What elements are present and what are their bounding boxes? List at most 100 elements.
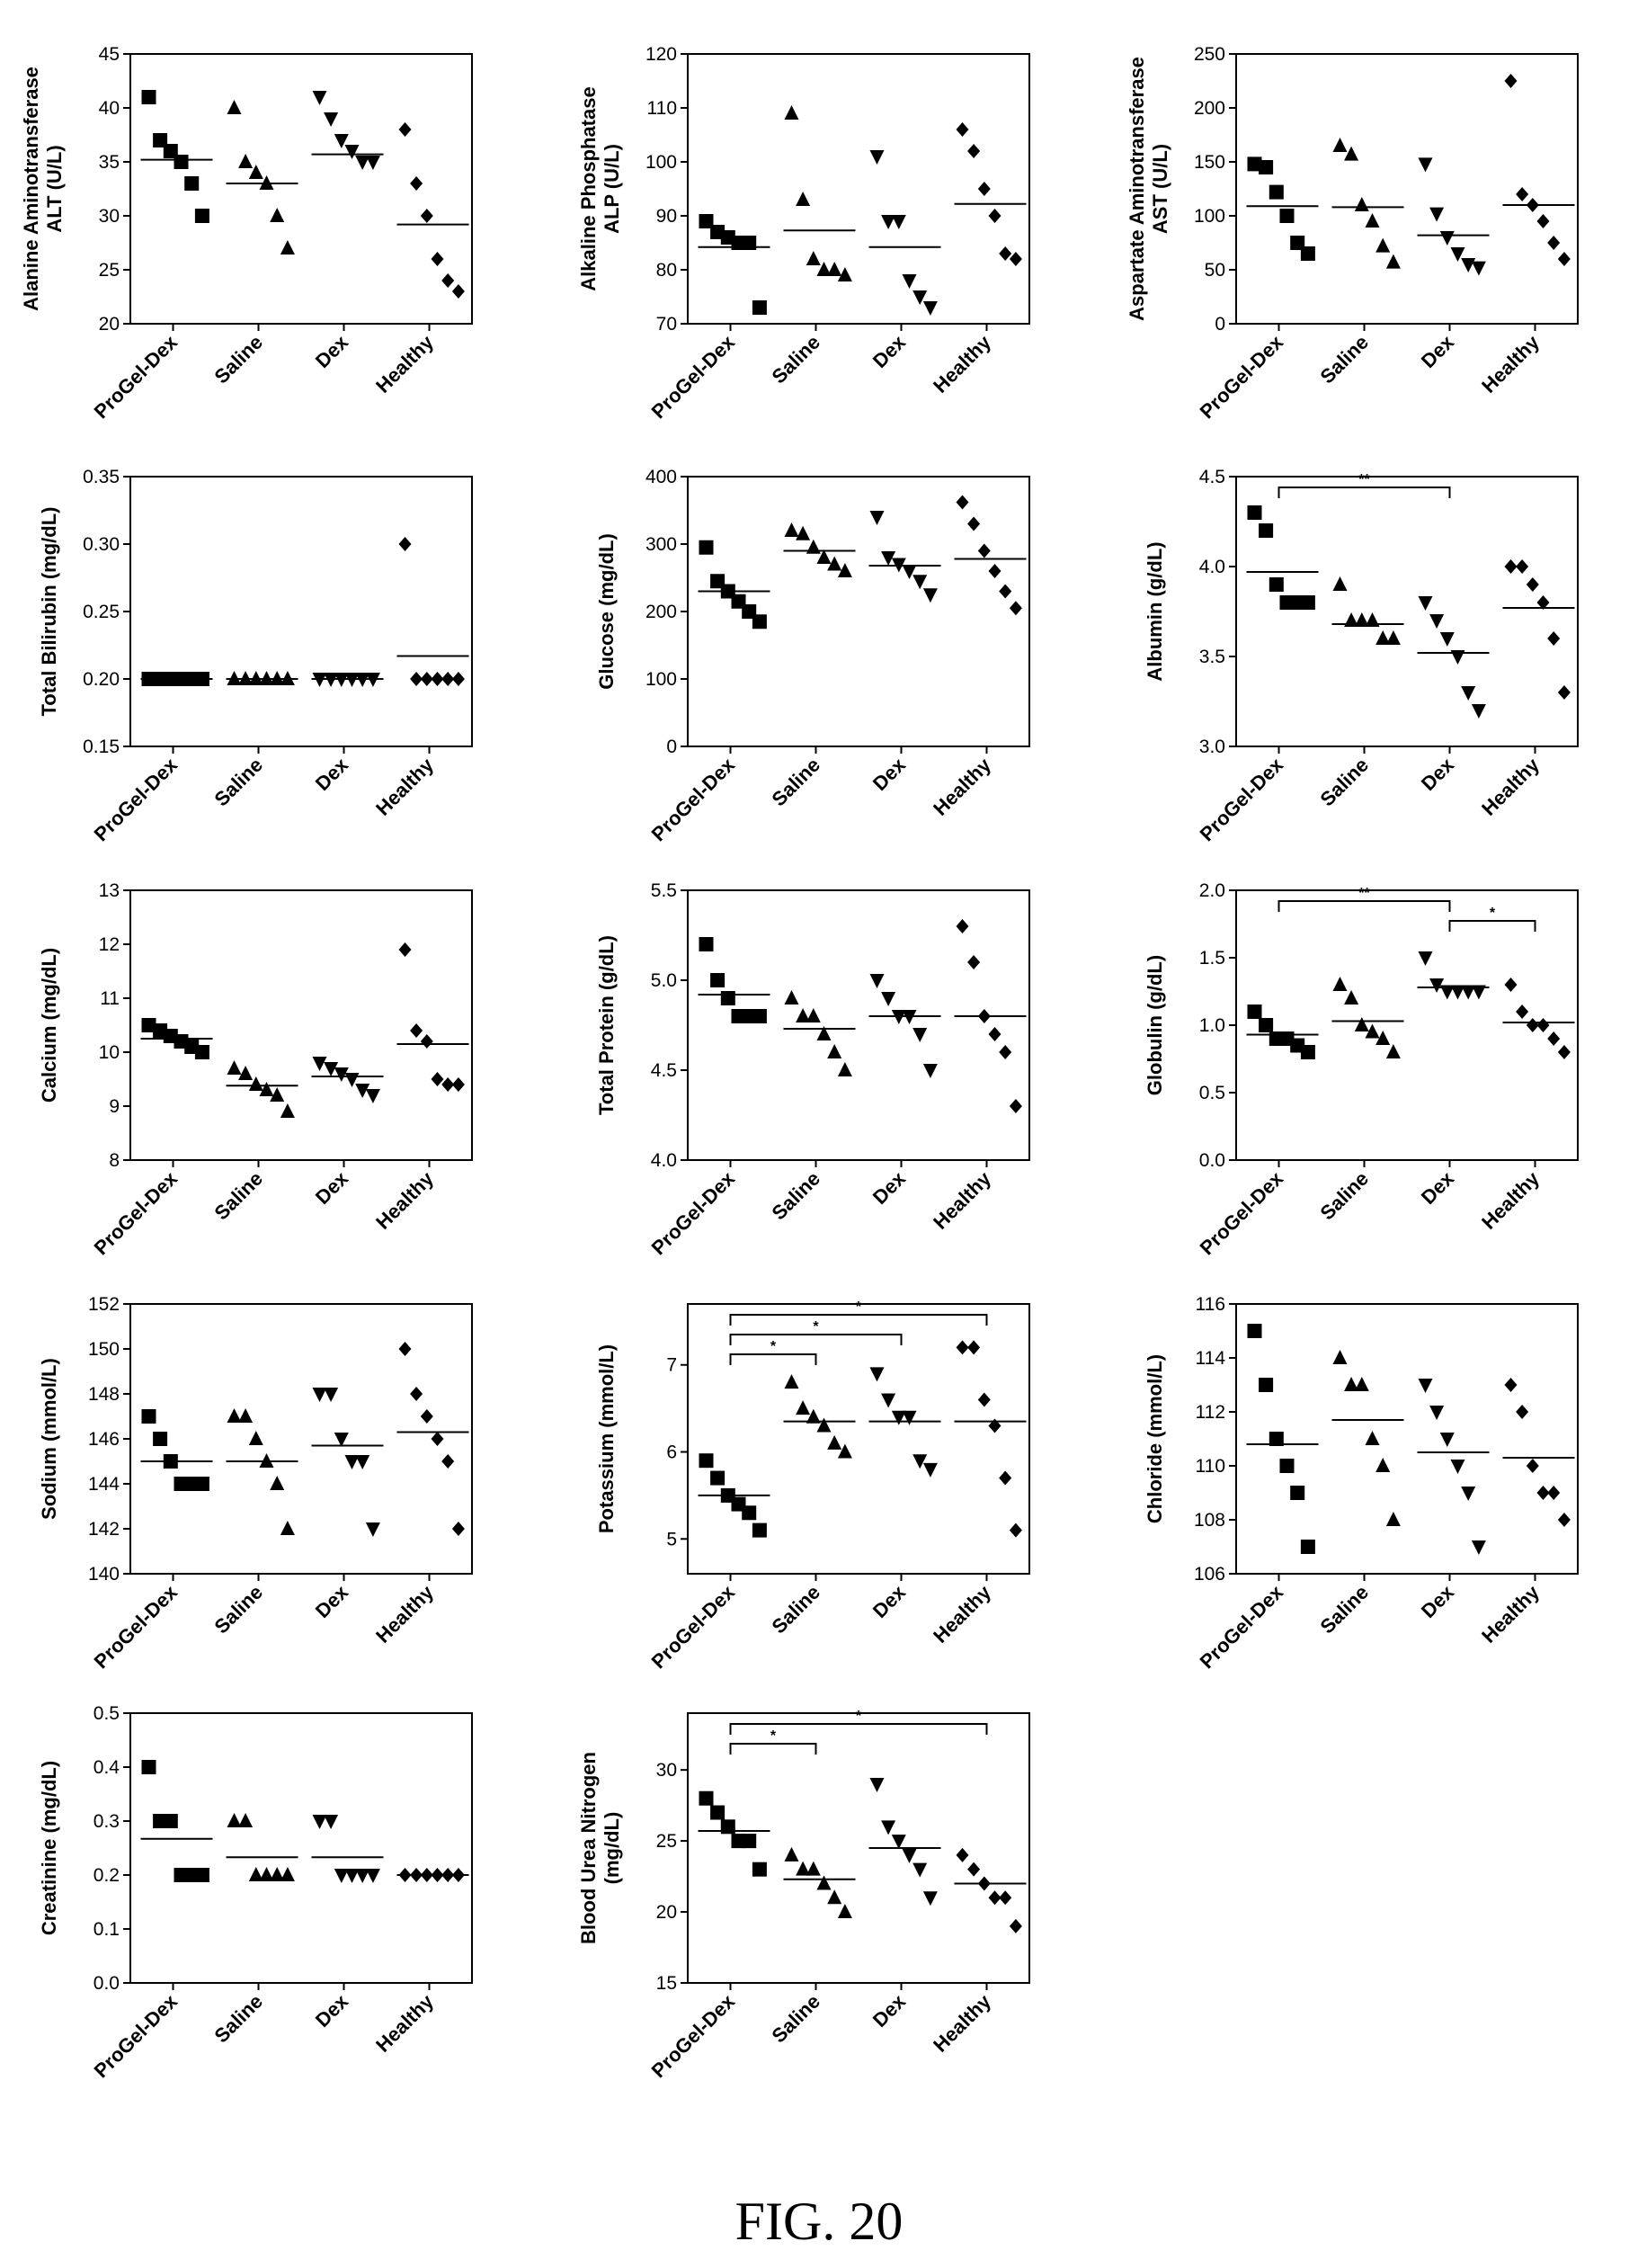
data-point-triangle-up <box>259 1867 274 1881</box>
significance-bracket <box>1277 487 1451 498</box>
x-category-label: Healthy <box>929 330 995 397</box>
data-point-triangle-up <box>280 1103 295 1118</box>
chart-panel: 5 6 7 Potassium (mmol/L) ProGel-Dex Saline Dex… <box>557 1277 1097 1700</box>
data-point-diamond <box>967 1862 981 1877</box>
y-tick-label: 146 <box>88 1429 120 1450</box>
data-point-diamond <box>410 1023 423 1038</box>
data-point-diamond <box>1526 577 1539 592</box>
x-category-label: Healthy <box>1477 753 1544 819</box>
data-point-triangle-down <box>324 1388 339 1402</box>
data-point-diamond <box>451 1522 465 1536</box>
y-axis-title: Aspartate Aminotransferase <box>1126 57 1148 321</box>
data-point-triangle-down <box>312 1057 327 1071</box>
y-tick-label: 2.0 <box>1199 880 1225 901</box>
x-category-label: Saline <box>210 1167 268 1225</box>
data-point-diamond <box>999 584 1012 599</box>
x-category-label: ProGel-Dex <box>90 1580 182 1673</box>
data-point-square <box>1269 184 1284 200</box>
data-point-triangle-down <box>912 1454 928 1469</box>
data-point-triangle-up <box>806 1408 821 1424</box>
data-point-triangle-down <box>355 156 370 170</box>
data-point-triangle-up <box>827 262 842 276</box>
data-point-triangle-down <box>891 1410 906 1425</box>
data-point-triangle-down <box>324 1062 339 1076</box>
plot-frame <box>687 53 1030 325</box>
x-category-label: Saline <box>768 1167 825 1225</box>
y-axis-title: Chloride (mmol/L) <box>1144 1354 1166 1523</box>
chart-svg: 20 25 30 35 40 45 Alanine Aminotransferase ALT … <box>20 44 473 423</box>
chart-svg: 3.0 3.5 4.0 4.5 Albumin (g/dL) ProGel-Dex Sali… <box>1144 467 1579 845</box>
chart-panel: 0.15 0.20 0.25 0.30 0.35 Total Bilirubin (mg/… <box>0 450 539 872</box>
data-point-diamond <box>1516 1005 1529 1019</box>
data-point-triangle-up <box>1385 630 1401 645</box>
x-category-label: Dex <box>1417 330 1459 372</box>
data-point-triangle-up <box>1365 213 1380 228</box>
x-category-label: Saline <box>768 331 825 388</box>
chart-panel: 8 9 10 11 12 13 Calcium (mg/dL) ProGel-Dex Salin… <box>0 863 539 1286</box>
y-tick-label: 7 <box>666 1355 677 1376</box>
data-point-diamond <box>1557 1045 1571 1059</box>
x-category-label: Healthy <box>371 1580 438 1647</box>
data-point-diamond <box>1516 559 1529 574</box>
data-point-triangle-up <box>248 1431 263 1445</box>
x-category-label: ProGel-Dex <box>1196 330 1288 423</box>
data-point-diamond <box>420 209 433 223</box>
figure-caption: FIG. 20 <box>734 2192 904 2251</box>
data-point-diamond <box>1536 595 1550 610</box>
data-point-triangle-up <box>238 1066 254 1080</box>
data-point-triangle-up <box>259 1082 274 1096</box>
data-point-triangle-up <box>837 1443 852 1459</box>
data-point-triangle-up <box>827 556 842 571</box>
data-point-triangle-up <box>1375 237 1391 253</box>
data-point-diamond <box>451 284 465 299</box>
data-point-triangle-up <box>227 1813 242 1827</box>
y-tick-label: 0 <box>666 737 677 757</box>
data-point-diamond <box>451 672 465 686</box>
y-tick-label: 25 <box>656 1831 677 1852</box>
y-axis-title: Glucose (mg/dL) <box>595 533 618 690</box>
data-point-triangle-up <box>1332 576 1348 591</box>
data-point-diamond <box>1516 1405 1529 1419</box>
y-tick-label: 100 <box>645 152 677 173</box>
data-point-triangle-down <box>922 588 938 603</box>
x-category-label: Dex <box>1417 1580 1459 1622</box>
x-category-label: Saline <box>1316 1167 1374 1225</box>
data-point-triangle-up <box>227 1408 242 1423</box>
data-point-triangle-up <box>784 522 799 537</box>
data-point-triangle-up <box>796 192 811 206</box>
data-point-triangle-down <box>881 1820 896 1835</box>
x-category-label: ProGel-Dex <box>90 1989 182 2082</box>
data-point-triangle-down <box>881 1393 896 1408</box>
y-axis-title: (mg/dL) <box>601 1812 623 1885</box>
data-point-triangle-up <box>1344 146 1359 161</box>
data-point-triangle-down <box>902 565 917 579</box>
data-point-diamond <box>999 246 1012 261</box>
y-tick-label: 20 <box>99 314 120 335</box>
chart-svg: 0.0 0.5 1.0 1.5 2.0 Globulin (g/dL) ProGel-Dex… <box>1144 880 1579 1259</box>
y-tick-label: 1.5 <box>1199 948 1225 969</box>
y-tick-label: 35 <box>99 152 120 173</box>
data-point-diamond <box>1536 1486 1550 1500</box>
data-point-triangle-down <box>922 301 938 316</box>
y-tick-label: 400 <box>645 467 677 487</box>
data-point-square <box>1300 1540 1315 1554</box>
y-tick-label: 3.5 <box>1199 647 1225 667</box>
data-point-triangle-down <box>1471 1540 1486 1555</box>
data-point-diamond <box>1009 1522 1022 1538</box>
significance-bracket <box>729 1334 903 1345</box>
x-category-label: Dex <box>311 1166 353 1209</box>
data-point-square <box>153 1432 168 1446</box>
data-point-triangle-down <box>1450 1460 1465 1474</box>
data-point-triangle-down <box>312 1815 327 1829</box>
data-point-triangle-up <box>806 1861 821 1876</box>
data-point-triangle-down <box>365 1869 380 1883</box>
significance-label: * <box>770 1339 777 1354</box>
x-category-label: Dex <box>311 753 353 795</box>
data-point-triangle-down <box>324 1815 339 1829</box>
data-point-diamond <box>1009 1918 1022 1933</box>
data-point-diamond <box>977 182 991 196</box>
data-point-triangle-up <box>796 525 811 540</box>
data-point-diamond <box>967 144 981 158</box>
chart-panel: 70 80 90 100 110 120 Alkaline Phosphatase ALP (… <box>557 27 1097 450</box>
data-point-diamond <box>431 252 444 266</box>
